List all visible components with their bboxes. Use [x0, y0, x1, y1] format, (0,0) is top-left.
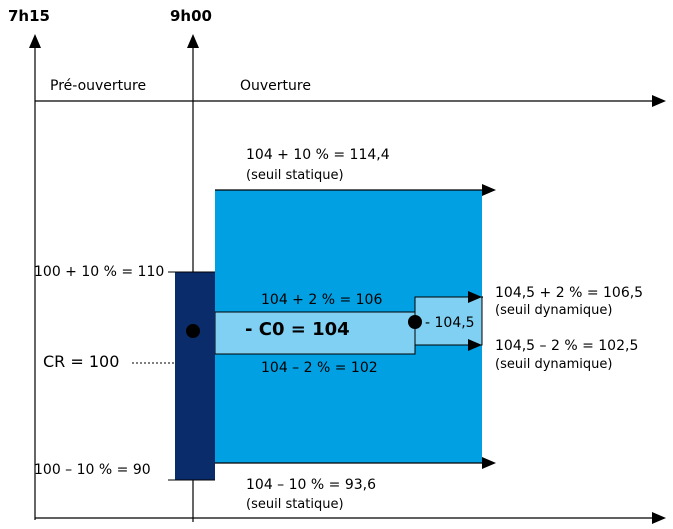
phase-pre-label: Pré-ouverture — [50, 78, 147, 94]
reference-lower-label: 100 – 10 % = 90 — [34, 462, 151, 478]
dynamic-reference-point — [408, 315, 422, 329]
first-price-label: - C0 = 104 — [245, 319, 350, 340]
first-price-point — [186, 324, 200, 338]
static-upper-formula: 104 + 10 % = 114,4 — [246, 147, 390, 163]
dynamic-threshold-band — [414, 296, 483, 346]
first-price-lower: 104 – 2 % = 102 — [261, 360, 378, 376]
left-axis-arrowhead — [29, 34, 41, 48]
reference-upper-label: 100 + 10 % = 110 — [34, 264, 165, 280]
first-price-upper: 104 + 2 % = 106 — [261, 292, 383, 308]
dynamic-lower-formula: 104,5 – 2 % = 102,5 — [495, 338, 639, 354]
bottom-axis-arrowhead — [652, 512, 666, 524]
static-lower-arrowhead — [482, 457, 496, 469]
dynamic-upper-note: (seuil dynamique) — [495, 303, 613, 318]
dynamic-upper-arrowhead — [468, 291, 482, 303]
dynamic-lower-note: (seuil dynamique) — [495, 357, 613, 372]
reference-cr-label: CR = 100 — [43, 352, 120, 371]
reference-band — [175, 272, 215, 480]
dynamic-lower-arrowhead — [468, 339, 482, 351]
time-open-label: 9h00 — [170, 7, 212, 25]
dynamic-point-label: - 104,5 — [425, 315, 475, 331]
open-axis-arrowhead — [187, 34, 199, 48]
static-upper-arrowhead — [482, 184, 496, 196]
static-lower-note: (seuil statique) — [246, 497, 344, 512]
time-start-label: 7h15 — [8, 7, 50, 25]
static-upper-note: (seuil statique) — [246, 168, 344, 183]
dynamic-upper-formula: 104,5 + 2 % = 106,5 — [495, 285, 644, 301]
phase-open-label: Ouverture — [240, 78, 311, 94]
static-lower-formula: 104 – 10 % = 93,6 — [246, 477, 376, 493]
phase-timeline-arrowhead — [652, 95, 666, 107]
